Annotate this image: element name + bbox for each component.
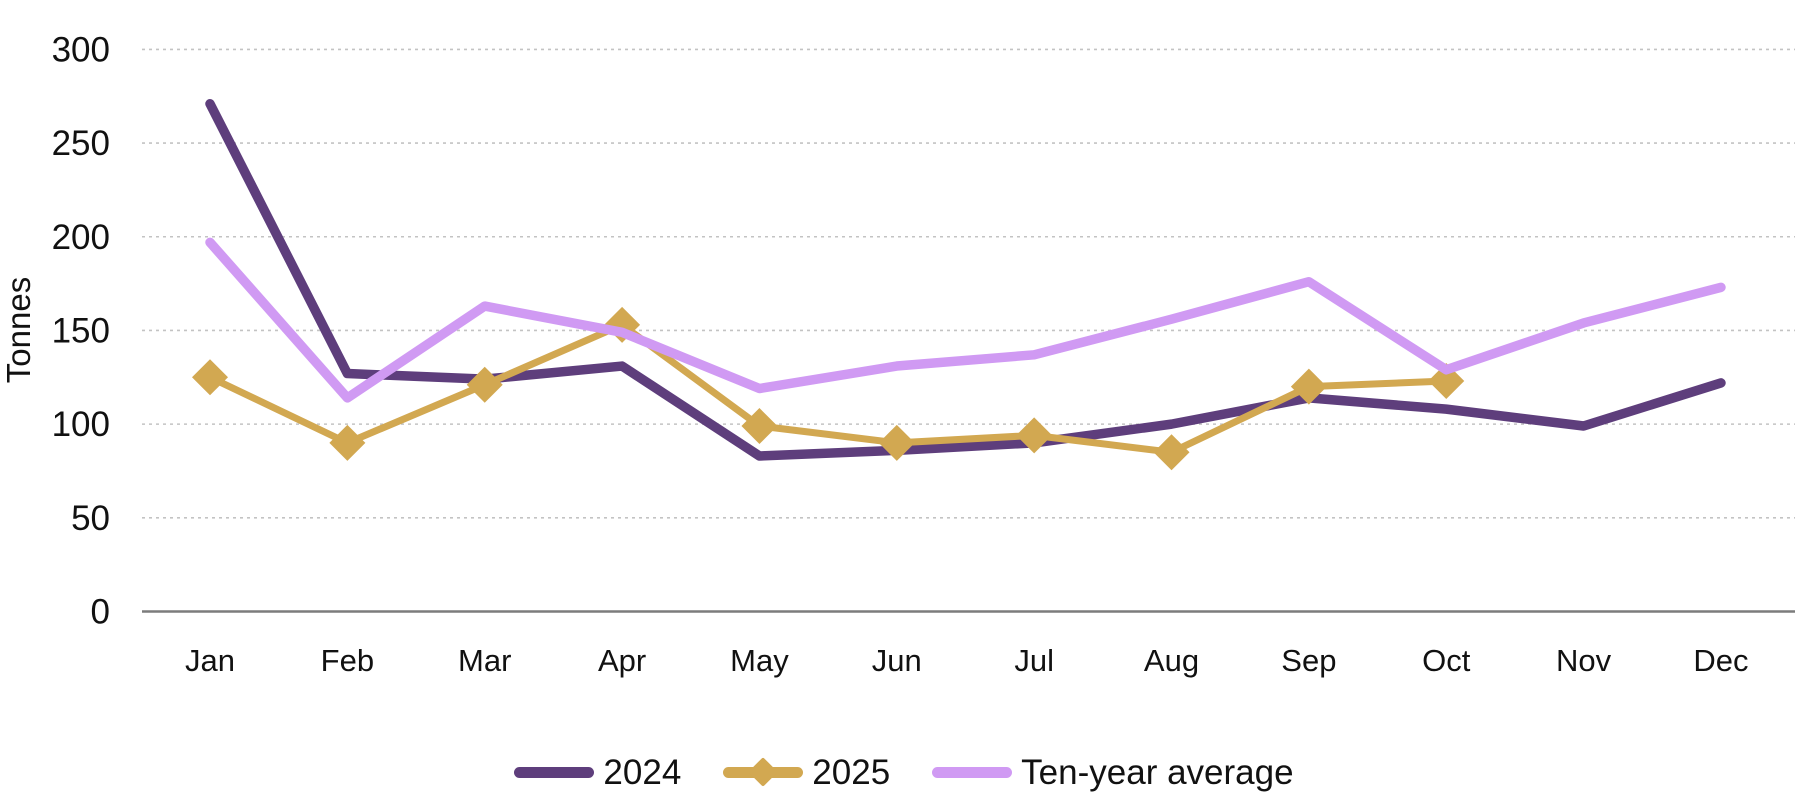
x-axis-tick-label: Mar (458, 643, 511, 678)
x-axis-tick-label: Sep (1281, 643, 1336, 678)
y-axis-tick-label: 150 (52, 311, 110, 350)
x-axis-tick-labels: Jan Feb Mar Apr May Jun Jul Aug Sep Oct Nov Dec (185, 643, 1749, 678)
diamond-marker (1290, 368, 1327, 405)
legend-item-ten-year-average: Ten-year average (932, 752, 1294, 792)
legend-label: 2025 (812, 752, 891, 792)
diamond-marker (192, 359, 228, 396)
gridlines (142, 48, 1795, 613)
x-axis-tick-label: Apr (598, 643, 646, 678)
x-axis-tick-label: Nov (1556, 643, 1612, 678)
x-axis-tick-label: Jun (872, 643, 922, 678)
series-line-2025 (206, 321, 1450, 456)
series-markers-2025 (192, 306, 1465, 471)
y-axis-tick-label: 250 (52, 124, 110, 163)
diamond-marker (1428, 363, 1465, 400)
x-axis-tick-label: Feb (321, 643, 374, 678)
x-axis-tick-label: May (730, 643, 789, 678)
legend-item-2025: 2025 (723, 755, 890, 790)
diamond-marker (878, 424, 915, 461)
legend: 2024 2025 Ten-year average (0, 750, 1808, 794)
y-axis-tick-label: 300 (52, 30, 110, 69)
y-axis-tick-label: 100 (52, 405, 110, 444)
series-lines (192, 98, 1726, 471)
diamond-marker (1153, 434, 1190, 471)
x-axis-tick-label: Aug (1144, 643, 1199, 678)
y-axis-tick-label: 0 (91, 593, 110, 632)
legend-swatch-ten-year-average (932, 766, 1013, 778)
legend-diamond-icon (748, 757, 779, 787)
series-line-ten-year-average (205, 237, 1726, 403)
y-axis-title: Tonnes (0, 277, 37, 383)
legend-swatch-2024 (514, 766, 595, 778)
diamond-marker (329, 424, 366, 461)
y-axis-tick-label: 200 (52, 218, 110, 257)
legend-item-2024: 2024 (514, 755, 681, 790)
diamond-marker (466, 366, 503, 403)
legend-swatch-2025 (723, 757, 804, 787)
legend-label: Ten-year average (1021, 752, 1294, 792)
x-axis-tick-label: Oct (1422, 643, 1471, 678)
legend-label: 2024 (603, 752, 682, 792)
series-line-2024 (205, 98, 1726, 461)
y-axis-tick-label: 50 (71, 499, 110, 538)
y-axis-tick-labels: 0 50 100 150 200 250 300 (52, 30, 110, 631)
x-axis-tick-label: Dec (1693, 643, 1748, 678)
x-axis-tick-label: Jan (185, 643, 235, 678)
diamond-marker (1016, 417, 1053, 454)
diamond-marker (741, 408, 778, 445)
x-axis-tick-label: Jul (1014, 643, 1054, 678)
